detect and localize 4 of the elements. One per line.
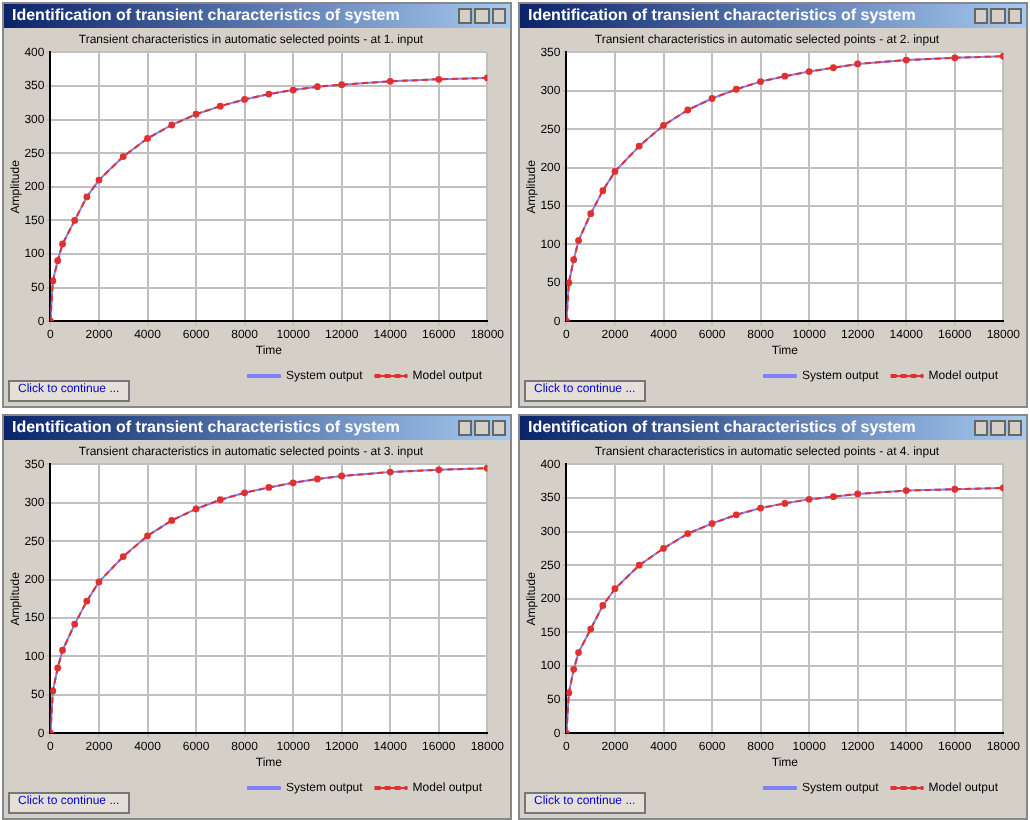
text: Identification of transient characteristics of system xyxy=(4,416,510,440)
text: Identification of transient characteristics of system xyxy=(520,416,1026,440)
text: Identification of transient characteristics of system xyxy=(4,4,510,28)
text: Identification of transient characteristics of system xyxy=(520,4,1026,28)
